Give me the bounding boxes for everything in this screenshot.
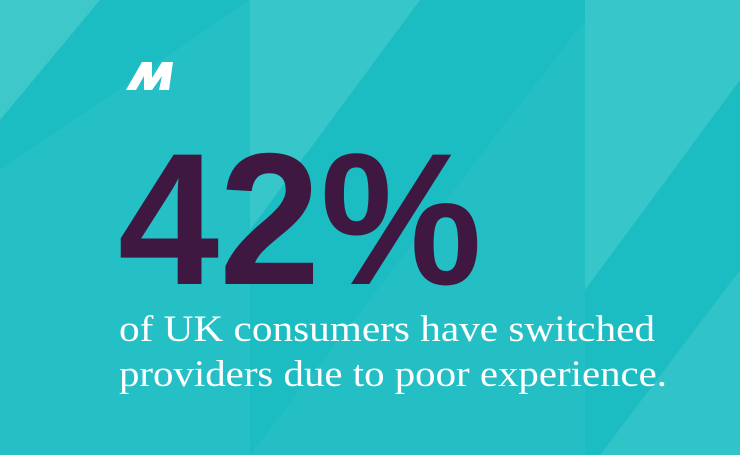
stripe [250,20,585,455]
stripe [250,0,420,230]
stat: 42% [118,114,482,324]
caption-line: of UK consumers have switched [119,309,656,350]
caption-line: providers due to poor experience. [119,354,667,395]
logo [126,62,173,90]
stripe [0,0,250,455]
stripe [585,0,740,290]
stripe [0,0,100,120]
stripe [600,270,740,455]
